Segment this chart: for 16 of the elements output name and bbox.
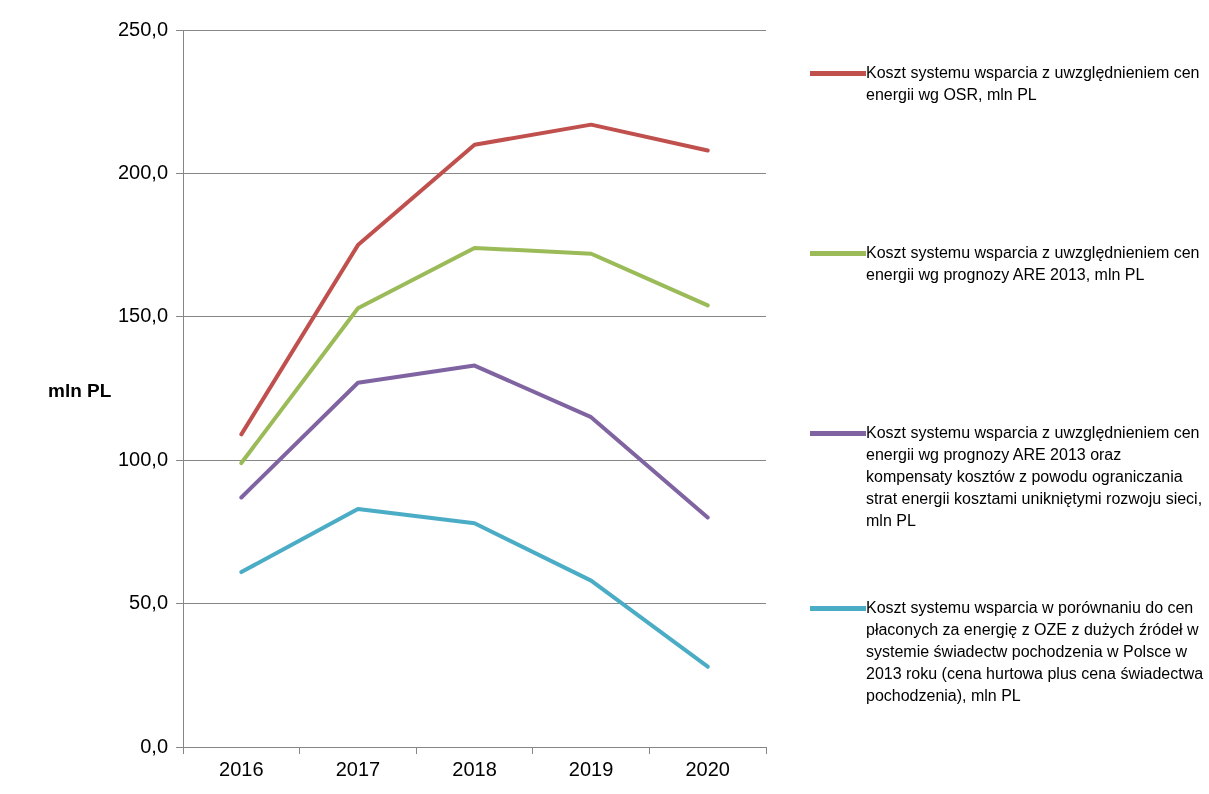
y-tick-label: 250,0 — [117, 17, 169, 40]
x-tick-label: 2016 — [219, 757, 264, 780]
x-tick-label: 2017 — [335, 757, 381, 780]
legend-label: Koszt systemu wsparcia z uwzględnieniem cen energii wg OSR, mln PL — [866, 63, 1201, 105]
x-tick-label: 2020 — [685, 757, 730, 780]
legend-label: Koszt systemu wsparcia z uwzględnieniem cen energii wg prognozy ARE 2013 oraz kompensaty kosztów z powodu ograniczania strat energii kosztami unikniętymi rozwoju sieci, mln PL — [866, 423, 1204, 531]
legend-label: Koszt systemu wsparcia z uwzględnieniem cen energii wg prognozy ARE 2013, mln PL — [866, 243, 1201, 285]
legend-label: Koszt systemu wsparcia w porównaniu do cen płaconych za energię z OZE z dużych źródeł w systemie świadectw pochodzenia w Polsce w 2013 roku (cena hurtowa plus cena świadectwa pochodzenia), mln PL — [866, 598, 1205, 706]
y-tick-label: 200,0 — [117, 160, 169, 183]
x-tick-label: 2019 — [568, 757, 614, 780]
y-tick-label: 100,0 — [117, 447, 169, 470]
y-tick-label: 0,0 — [140, 734, 169, 757]
x-tick-label: 2018 — [452, 757, 497, 780]
y-tick-label: 150,0 — [117, 304, 169, 327]
y-axis-title: mln PL — [48, 380, 112, 402]
y-tick-label: 50,0 — [129, 591, 169, 614]
